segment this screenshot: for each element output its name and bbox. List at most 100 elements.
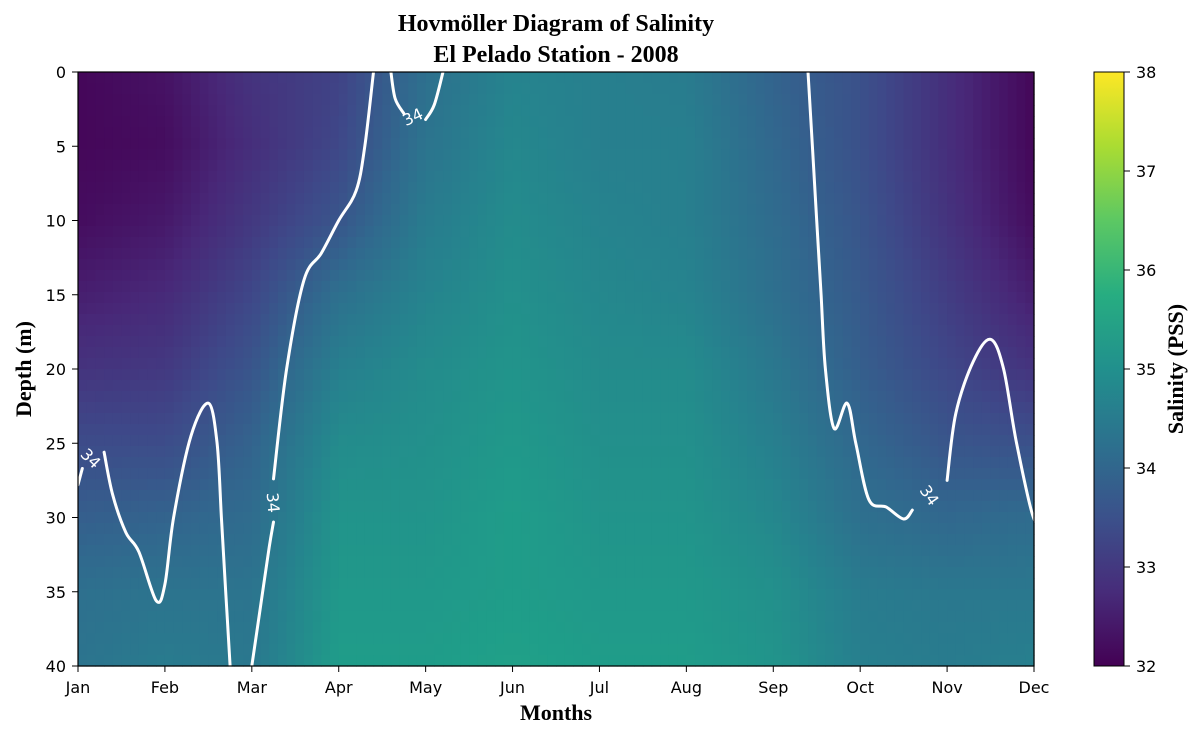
heatmap-cell (460, 259, 470, 271)
heatmap-cell (408, 248, 418, 260)
heatmap-cell (182, 347, 192, 359)
heatmap-cell (373, 369, 383, 381)
heatmap-cell (860, 347, 870, 359)
heatmap-cell (825, 237, 835, 249)
heatmap-cell (582, 457, 592, 469)
heatmap-cell (164, 501, 175, 513)
heatmap-cell (616, 556, 627, 568)
heatmap-cell (512, 611, 522, 623)
heatmap-cell (286, 578, 296, 590)
heatmap-cell (634, 94, 644, 106)
heatmap-cell (460, 589, 470, 601)
heatmap-cell (625, 501, 635, 513)
heatmap-cell (842, 611, 853, 623)
heatmap-cell (434, 468, 444, 480)
heatmap-cell (799, 72, 809, 84)
heatmap-cell (373, 424, 383, 436)
heatmap-cell (451, 567, 461, 579)
heatmap-cell (695, 369, 705, 381)
heatmap-cell (373, 556, 383, 568)
heatmap-cell (703, 391, 714, 403)
heatmap-cell (616, 358, 627, 370)
heatmap-cell (347, 83, 357, 95)
heatmap-cell (356, 633, 366, 645)
heatmap-cell (460, 303, 470, 315)
heatmap-cell (547, 512, 557, 524)
heatmap-cell (269, 193, 279, 205)
heatmap-cell (112, 215, 123, 227)
heatmap-cell (747, 138, 757, 150)
heatmap-cell (164, 270, 175, 282)
heatmap-cell (199, 193, 209, 205)
heatmap-cell (747, 490, 757, 502)
heatmap-cell (434, 501, 444, 513)
heatmap-cell (764, 204, 774, 216)
heatmap-cell (190, 325, 201, 337)
heatmap-cell (330, 303, 340, 315)
heatmap-cell (703, 149, 714, 161)
heatmap-cell (86, 314, 96, 326)
heatmap-cell (416, 490, 427, 502)
heatmap-cell (373, 215, 383, 227)
heatmap-cell (243, 501, 253, 513)
heatmap-cell (668, 567, 679, 579)
heatmap-cell (225, 193, 236, 205)
heatmap-cell (382, 435, 392, 447)
heatmap-cell (208, 237, 218, 249)
heatmap-cell (808, 391, 818, 403)
heatmap-cell (251, 259, 262, 271)
heatmap-cell (234, 116, 244, 128)
heatmap-cell (486, 94, 496, 106)
heatmap-cell (356, 457, 366, 469)
heatmap-cell (703, 281, 714, 293)
heatmap-cell (547, 325, 557, 337)
heatmap-cell (512, 259, 522, 271)
heatmap-cell (425, 567, 435, 579)
heatmap-cell (755, 83, 766, 95)
heatmap-cell (338, 347, 349, 359)
heatmap-cell (660, 204, 670, 216)
heatmap-cell (651, 644, 661, 656)
heatmap-cell (616, 523, 627, 535)
heatmap-cell (538, 237, 548, 249)
heatmap-cell (781, 72, 792, 84)
heatmap-cell (781, 259, 792, 271)
heatmap-cell (156, 501, 166, 513)
heatmap-cell (243, 622, 253, 634)
heatmap-cell (486, 72, 496, 84)
heatmap-cell (451, 380, 461, 392)
heatmap-cell (521, 160, 531, 172)
heatmap-cell (590, 72, 601, 84)
heatmap-cell (842, 325, 853, 337)
heatmap-cell (173, 215, 183, 227)
heatmap-cell (773, 83, 783, 95)
heatmap-cell (303, 347, 314, 359)
heatmap-cell (277, 600, 288, 612)
heatmap-cell (747, 402, 757, 414)
heatmap-cell (773, 424, 783, 436)
heatmap-cell (512, 380, 522, 392)
heatmap-cell (512, 435, 522, 447)
heatmap-cell (642, 545, 653, 557)
heatmap-cell (234, 226, 244, 238)
heatmap-cell (799, 94, 809, 106)
heatmap-cell (642, 633, 653, 645)
heatmap-cell (590, 193, 601, 205)
heatmap-cell (286, 160, 296, 172)
heatmap-cell (703, 72, 714, 84)
heatmap-cell (781, 545, 792, 557)
heatmap-cell (425, 490, 435, 502)
heatmap-cell (834, 644, 844, 656)
heatmap-cell (616, 215, 627, 227)
heatmap-cell (164, 105, 175, 117)
heatmap-cell (677, 490, 687, 502)
heatmap-cell (286, 248, 296, 260)
heatmap-cell (173, 446, 183, 458)
heatmap-cell (495, 259, 505, 271)
heatmap-cell (286, 83, 296, 95)
heatmap-cell (773, 490, 783, 502)
heatmap-cell (130, 358, 140, 370)
heatmap-cell (251, 270, 262, 282)
heatmap-cell (364, 237, 375, 249)
heatmap-cell (547, 347, 557, 359)
